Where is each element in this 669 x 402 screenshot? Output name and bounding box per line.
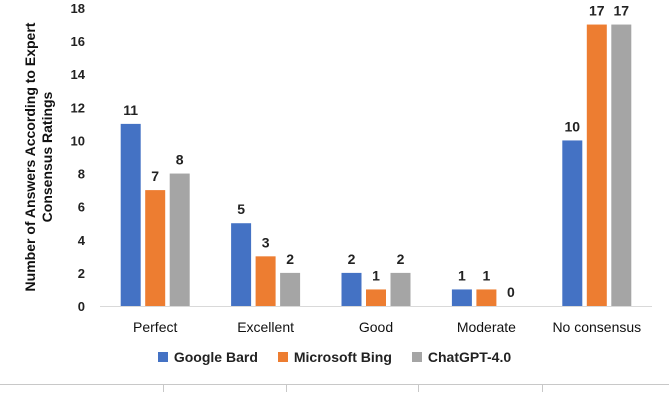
data-label: 1 <box>483 267 491 283</box>
bar-microsoft-bing-moderate <box>476 289 496 306</box>
y-axis-ticks: 0 2 4 6 8 10 12 14 16 18 <box>71 1 86 314</box>
y-tick-label: 18 <box>71 1 85 16</box>
data-label: 5 <box>237 201 245 217</box>
bar-google-bard-no-consensus <box>562 140 582 306</box>
data-label: 2 <box>286 251 294 267</box>
legend-label: ChatGPT-4.0 <box>428 349 511 365</box>
bar-google-bard-good <box>342 273 362 306</box>
data-label: 7 <box>151 168 159 184</box>
legend-item: Microsoft Bing <box>278 349 392 365</box>
bar-chatgpt-4-0-no-consensus <box>611 25 631 306</box>
bar-google-bard-moderate <box>452 289 472 306</box>
x-category-label: Perfect <box>133 319 177 335</box>
legend-item: Google Bard <box>158 349 258 365</box>
legend-label: Google Bard <box>174 349 258 365</box>
data-label: 11 <box>123 102 138 118</box>
bar-chatgpt-4-0-good <box>391 273 411 306</box>
y-tick-label: 0 <box>78 299 85 314</box>
y-tick-label: 12 <box>71 100 85 115</box>
legend-label: Microsoft Bing <box>294 349 392 365</box>
divider-tick <box>163 384 164 392</box>
data-label: 1 <box>458 267 466 283</box>
data-label: 8 <box>176 152 184 168</box>
data-label: 0 <box>507 284 515 300</box>
bar-microsoft-bing-no-consensus <box>587 25 607 306</box>
divider-tick <box>418 384 419 392</box>
y-tick-label: 10 <box>71 133 85 148</box>
bars <box>121 25 632 306</box>
x-category-label: Moderate <box>457 319 516 335</box>
bar-chatgpt-4-0-excellent <box>280 273 300 306</box>
legend: Google Bard Microsoft Bing ChatGPT-4.0 <box>0 349 669 365</box>
y-tick-label: 4 <box>78 233 86 248</box>
x-category-label: No consensus <box>552 319 641 335</box>
data-label: 17 <box>614 3 630 19</box>
bar-microsoft-bing-excellent <box>256 256 276 306</box>
y-axis-title-line: Number of Answers According to Expert <box>22 22 38 291</box>
data-label: 2 <box>397 251 405 267</box>
data-label: 1 <box>372 267 380 283</box>
divider-tick <box>286 384 287 392</box>
legend-swatch <box>158 352 168 362</box>
legend-swatch <box>278 352 288 362</box>
x-category-label: Excellent <box>237 319 294 335</box>
data-label: 17 <box>589 3 605 19</box>
y-tick-label: 16 <box>71 34 85 49</box>
bar-microsoft-bing-perfect <box>145 190 165 306</box>
y-axis-title-line: Consensus Ratings <box>39 91 55 222</box>
y-axis-title: Number of Answers According to ExpertCon… <box>22 22 55 291</box>
data-label: 10 <box>565 118 581 134</box>
legend-swatch <box>412 352 422 362</box>
y-tick-label: 14 <box>71 67 86 82</box>
divider-tick <box>542 384 543 392</box>
y-axis-title-text: Number of Answers According to ExpertCon… <box>22 22 55 291</box>
bar-google-bard-perfect <box>121 124 141 306</box>
data-label: 3 <box>262 234 270 250</box>
x-axis-categories: Perfect Excellent Good Moderate No consensus <box>133 319 641 335</box>
bar-google-bard-excellent <box>231 223 251 306</box>
legend-item: ChatGPT-4.0 <box>412 349 511 365</box>
bar-microsoft-bing-good <box>366 289 386 306</box>
y-tick-label: 2 <box>78 266 85 281</box>
y-tick-label: 6 <box>78 200 85 215</box>
bar-chatgpt-4-0-perfect <box>170 174 190 306</box>
bottom-divider <box>0 384 669 385</box>
x-category-label: Good <box>359 319 393 335</box>
y-tick-label: 8 <box>78 167 85 182</box>
chart: Number of Answers According to ExpertCon… <box>0 0 669 402</box>
data-label: 2 <box>348 251 356 267</box>
bar-chart-canvas: Number of Answers According to ExpertCon… <box>0 0 669 345</box>
